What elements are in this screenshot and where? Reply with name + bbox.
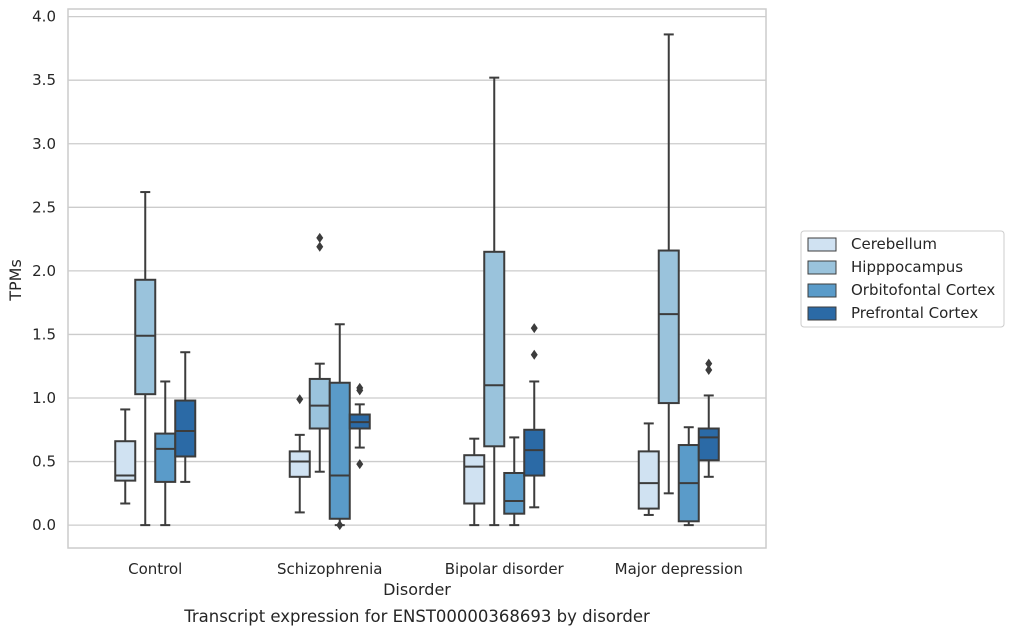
series-group (134, 33, 680, 527)
outlier-point (356, 459, 364, 470)
outlier-point (316, 232, 324, 243)
y-tick-label: 2.0 (32, 262, 56, 280)
y-tick-label: 3.5 (32, 71, 56, 89)
legend-swatch (807, 283, 837, 298)
x-axis-label: Disorder (383, 580, 451, 599)
box-rect (328, 381, 351, 520)
box-rect (657, 249, 680, 405)
legend-label: Cerebellum (851, 235, 937, 253)
outlier-point (336, 520, 344, 531)
outlier-point (705, 358, 713, 369)
box-rect (483, 250, 506, 448)
box-series (114, 33, 720, 531)
x-tick-labels: Control Schizophrenia Bipolar disorder Majo… (128, 560, 743, 578)
series-group (174, 323, 720, 509)
outlier-point (296, 394, 304, 405)
box-rect (174, 399, 197, 458)
legend-swatch (807, 237, 837, 252)
series-group (114, 394, 660, 527)
y-tick-label: 2.5 (32, 198, 56, 216)
box-group (114, 408, 137, 505)
y-tick-labels: 0.0 0.5 1.0 1.5 2.0 2.5 3.0 3.5 4.0 (32, 8, 56, 534)
plot-border (67, 8, 767, 549)
y-tick-label: 0.0 (32, 516, 56, 534)
box-group (657, 33, 680, 495)
box-group (483, 76, 506, 527)
box-group (677, 426, 700, 527)
box-rect (503, 471, 526, 515)
outlier-point (530, 349, 538, 360)
y-tick-label: 3.0 (32, 135, 56, 153)
box-rect (463, 454, 486, 505)
y-axis-label: TPMs (6, 259, 25, 302)
box-rect (154, 432, 177, 483)
x-tick-label: Schizophrenia (277, 560, 382, 578)
y-tick-label: 1.5 (32, 325, 56, 343)
box-group (308, 232, 331, 473)
chart-caption: Transcript expression for ENST0000036869… (183, 607, 650, 626)
legend-frame (800, 230, 1005, 328)
box-group (697, 358, 720, 478)
legend-label: Prefrontal Cortex (851, 304, 978, 322)
box-group (503, 436, 526, 527)
box-group (523, 323, 546, 509)
legend-swatch (807, 260, 837, 275)
series-group (154, 323, 700, 531)
box-group (348, 382, 371, 470)
x-tick-label: Control (128, 560, 182, 578)
box-rect (523, 428, 546, 477)
box-rect (697, 427, 720, 462)
legend-label: Hipppocampus (851, 258, 963, 276)
x-tick-label: Major depression (615, 560, 743, 578)
box-rect (637, 450, 660, 510)
y-tick-label: 1.0 (32, 389, 56, 407)
box-group (134, 191, 157, 527)
box-group (174, 351, 197, 483)
legend: Cerebellum Hipppocampus Orbitofontal Corte… (800, 230, 1005, 328)
outlier-point (705, 365, 713, 376)
outlier-point (530, 323, 538, 334)
box-group (328, 323, 351, 531)
x-tick-label: Bipolar disorder (445, 560, 565, 578)
legend-swatch (807, 306, 837, 321)
outlier-point (316, 241, 324, 252)
legend-label: Orbitofontal Cortex (851, 281, 995, 299)
outlier-point (356, 385, 364, 396)
box-rect (114, 440, 137, 482)
box-rect (308, 377, 331, 430)
box-group (154, 380, 177, 527)
box-group (288, 394, 311, 514)
y-tick-label: 0.5 (32, 453, 56, 471)
box-rect (134, 278, 157, 396)
box-rect (288, 450, 311, 478)
y-tick-label: 4.0 (32, 8, 56, 26)
box-group (637, 422, 660, 516)
box-group (463, 437, 486, 527)
plot-frame (67, 8, 767, 549)
